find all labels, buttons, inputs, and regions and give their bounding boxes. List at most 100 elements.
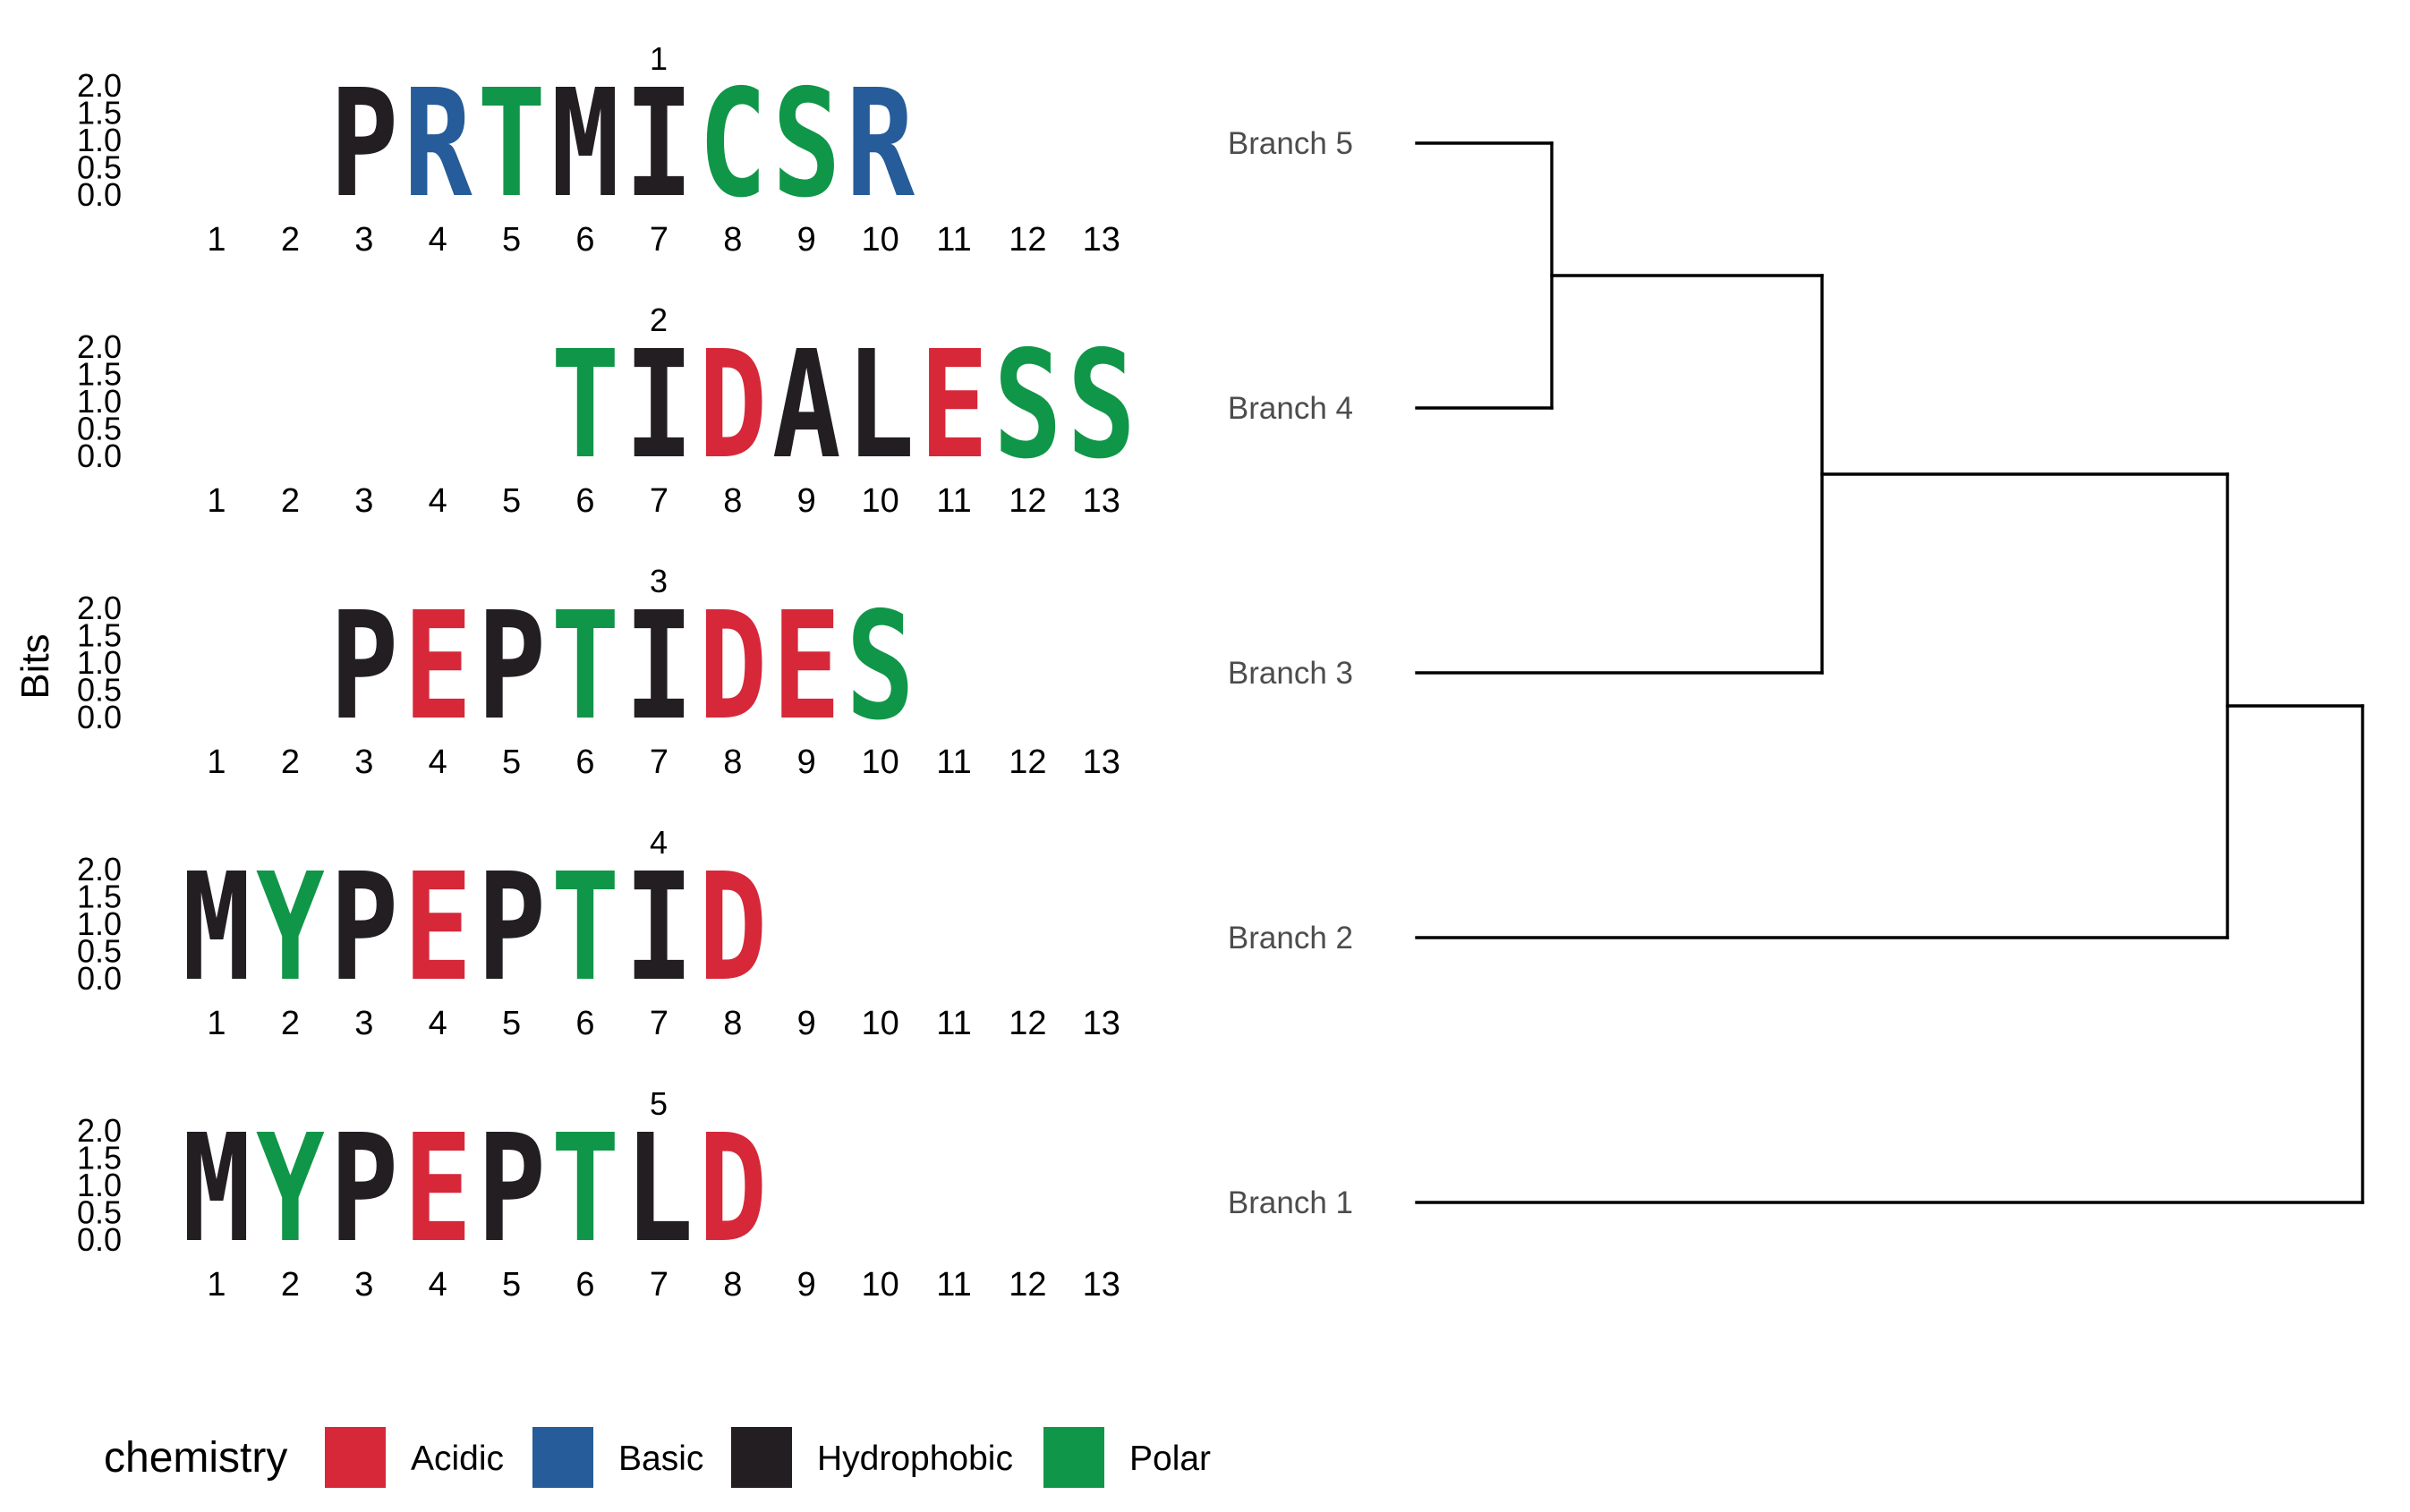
y-tick-label: 0.5 bbox=[77, 411, 122, 447]
x-tick-label: 5 bbox=[502, 221, 521, 259]
x-tick-label: 3 bbox=[354, 221, 373, 259]
logo-letter: P bbox=[477, 580, 546, 753]
y-tick-label: 2.0 bbox=[77, 851, 122, 888]
x-tick-label: 6 bbox=[575, 743, 594, 781]
logo-letter: Y bbox=[256, 1102, 325, 1276]
x-tick-label: 9 bbox=[797, 482, 816, 520]
logo-letter: S bbox=[1067, 319, 1136, 492]
x-tick-label: 1 bbox=[207, 1266, 226, 1304]
logo-panel: 52.01.51.00.50.01 2 3 4 5 6 7 8 9 10 11 12 13M Y P E P T L… bbox=[77, 1085, 1120, 1304]
logo-letter: I bbox=[625, 57, 694, 231]
x-tick-label: 5 bbox=[502, 1266, 521, 1304]
logo-letter: P bbox=[329, 57, 398, 231]
x-tick-label: 12 bbox=[1009, 743, 1046, 781]
x-tick-label: 6 bbox=[575, 482, 594, 520]
y-tick-label: 0.0 bbox=[77, 1221, 122, 1258]
logo-letter: E bbox=[772, 580, 841, 753]
logo-letter: M bbox=[183, 841, 251, 1015]
x-tick-label: 1 bbox=[207, 743, 226, 781]
logo-panel: 42.01.51.00.50.01 2 3 4 5 6 7 8 9 10 11 12 13M Y P E P T I… bbox=[77, 824, 1120, 1042]
logo-letter: S bbox=[993, 319, 1062, 492]
legend: chemistry Acidic Basic Hydrophobic Polar bbox=[104, 1427, 1211, 1488]
logo-title: 3 bbox=[650, 563, 668, 599]
logo-letter: L bbox=[625, 1102, 694, 1276]
x-tick-label: 6 bbox=[575, 1266, 594, 1304]
x-tick-label: 6 bbox=[575, 1005, 594, 1042]
logo-title: 2 bbox=[650, 302, 668, 338]
logo-letter: D bbox=[698, 580, 767, 753]
x-tick-label: 7 bbox=[650, 743, 668, 781]
x-tick-label: 10 bbox=[861, 1005, 898, 1042]
x-tick-label: 12 bbox=[1009, 482, 1046, 520]
logo-letter: R bbox=[846, 57, 915, 231]
logo-letter: S bbox=[846, 580, 915, 753]
y-tick-label: 1.0 bbox=[77, 1167, 122, 1203]
legend-title: chemistry bbox=[104, 1434, 287, 1482]
logo-letter: E bbox=[404, 1102, 473, 1276]
x-tick-label: 5 bbox=[502, 1005, 521, 1042]
legend-key bbox=[532, 1427, 593, 1488]
x-tick-label: 2 bbox=[281, 221, 300, 259]
logo-letter: I bbox=[625, 319, 694, 492]
x-tick-label: 3 bbox=[354, 1005, 373, 1042]
y-tick-label: 1.5 bbox=[77, 356, 122, 393]
x-tick-label: 11 bbox=[936, 743, 971, 781]
legend-item: Hydrophobic bbox=[731, 1427, 1013, 1488]
x-tick-label: 10 bbox=[861, 743, 898, 781]
logo-letter: P bbox=[477, 841, 546, 1015]
legend-key bbox=[325, 1427, 386, 1488]
y-tick-label: 1.5 bbox=[77, 95, 122, 132]
y-tick-label: 0.0 bbox=[77, 960, 122, 997]
logo-letter: L bbox=[846, 319, 915, 492]
logo-panel: 32.01.51.00.50.01 2 3 4 5 6 7 8 9 10 11 12 13P E P T I D E… bbox=[77, 563, 1120, 781]
x-tick-label: 8 bbox=[723, 1266, 742, 1304]
branch-label: Branch 2 bbox=[1228, 921, 1353, 956]
sequence-logos: 12.01.51.00.50.01 2 3 4 5 6 7 8 9 10 11 12 13P R T M I C S… bbox=[77, 40, 1136, 1304]
x-tick-label: 5 bbox=[502, 482, 521, 520]
x-tick-label: 12 bbox=[1009, 1005, 1046, 1042]
y-tick-label: 1.5 bbox=[77, 1140, 122, 1176]
x-tick-label: 4 bbox=[429, 1005, 447, 1042]
x-tick-label: 9 bbox=[797, 1005, 816, 1042]
x-tick-label: 9 bbox=[797, 743, 816, 781]
x-tick-label: 11 bbox=[936, 1005, 971, 1042]
x-tick-label: 4 bbox=[429, 482, 447, 520]
logo-title: 4 bbox=[650, 824, 668, 861]
logo-letter: S bbox=[772, 57, 841, 231]
y-tick-label: 1.0 bbox=[77, 905, 122, 942]
x-tick-label: 13 bbox=[1083, 482, 1120, 520]
logo-letter: D bbox=[698, 319, 767, 492]
legend-label: Polar bbox=[1129, 1440, 1211, 1478]
logo-letter: T bbox=[551, 580, 620, 753]
y-tick-label: 0.5 bbox=[77, 1194, 122, 1231]
y-tick-label: 0.0 bbox=[77, 699, 122, 735]
legend-label: Acidic bbox=[411, 1440, 504, 1478]
x-tick-label: 11 bbox=[936, 221, 971, 259]
x-tick-label: 11 bbox=[936, 482, 971, 520]
x-tick-label: 7 bbox=[650, 482, 668, 520]
branch-label: Branch 5 bbox=[1228, 126, 1353, 161]
dendrogram: Branch 5 Branch 4 Branch 3 Branch 2 Branch 1 bbox=[1228, 126, 2364, 1220]
x-tick-label: 2 bbox=[281, 743, 300, 781]
x-tick-label: 2 bbox=[281, 1005, 300, 1042]
y-tick-label: 2.0 bbox=[77, 328, 122, 365]
logo-letter: E bbox=[920, 319, 989, 492]
x-tick-label: 4 bbox=[429, 1266, 447, 1304]
x-tick-label: 6 bbox=[575, 221, 594, 259]
x-tick-label: 13 bbox=[1083, 1005, 1120, 1042]
x-tick-label: 12 bbox=[1009, 1266, 1046, 1304]
y-tick-label: 2.0 bbox=[77, 590, 122, 626]
y-tick-label: 0.5 bbox=[77, 149, 122, 186]
logo-letter: T bbox=[551, 841, 620, 1015]
legend-label: Basic bbox=[618, 1440, 703, 1478]
logo-letter: A bbox=[772, 319, 841, 492]
x-tick-label: 10 bbox=[861, 221, 898, 259]
y-tick-label: 1.0 bbox=[77, 122, 122, 158]
x-tick-label: 1 bbox=[207, 1005, 226, 1042]
x-tick-label: 1 bbox=[207, 221, 226, 259]
logo-letter: T bbox=[551, 1102, 620, 1276]
x-tick-label: 3 bbox=[354, 743, 373, 781]
logo-letter: C bbox=[698, 57, 767, 231]
legend-key bbox=[1043, 1427, 1104, 1488]
